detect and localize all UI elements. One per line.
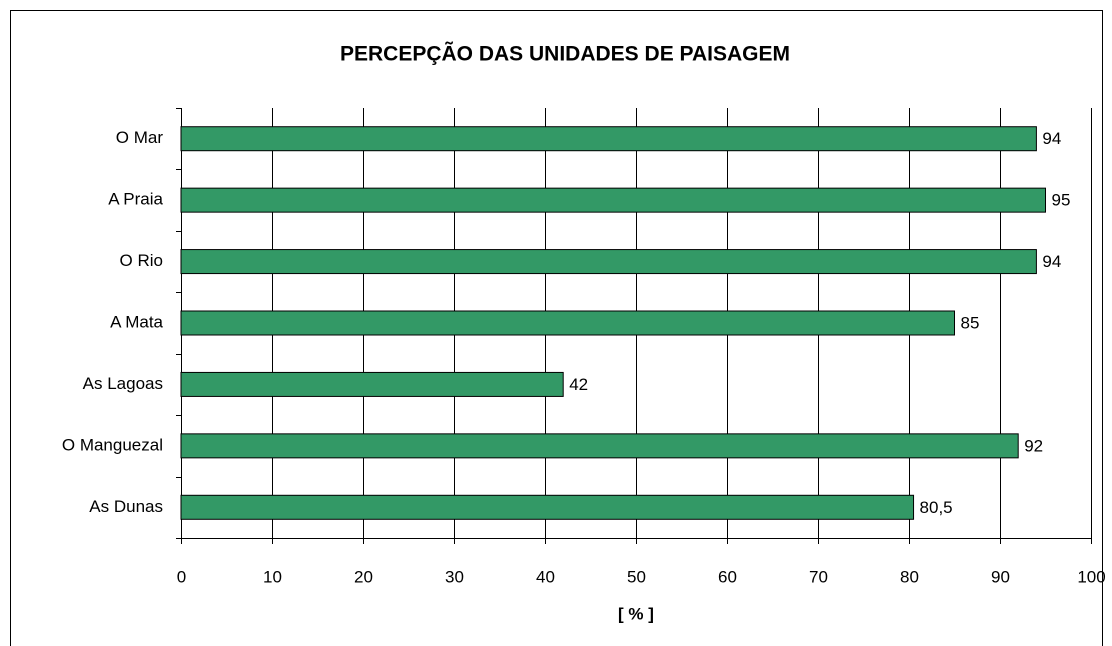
x-tick-label: 40 [536,567,555,586]
data-label: 85 [961,313,980,332]
data-label: 42 [569,375,588,394]
x-tick-label: 90 [991,567,1010,586]
y-tick-label: A Praia [108,190,163,209]
data-label: 80,5 [920,498,953,517]
x-tick-label: 0 [177,567,186,586]
y-tick-label: A Mata [110,312,163,331]
bar [180,494,915,520]
x-tick-label: 80 [900,567,919,586]
x-tick-label: 50 [627,567,646,586]
x-tick-label: 30 [445,567,464,586]
chart-title: PERCEPÇÃO DAS UNIDADES DE PAISAGEM [340,43,790,66]
bar [180,310,955,336]
x-tick-label: 100 [1077,567,1105,586]
y-tick-label: O Manguezal [62,435,163,454]
y-tick-label: As Lagoas [83,374,163,393]
bar [180,249,1037,275]
y-tick-label: As Dunas [89,497,163,516]
bar [180,371,564,397]
chart-border [10,10,1103,646]
x-tick-label: 10 [263,567,282,586]
data-label: 94 [1042,252,1061,271]
y-tick-label: O Rio [120,251,163,270]
x-tick-label: 20 [354,567,373,586]
bar [180,126,1037,152]
bar [180,433,1019,459]
y-tick-label: O Mar [116,128,164,147]
data-label: 95 [1052,191,1071,210]
x-axis-label: [ % ] [618,604,654,623]
data-label: 94 [1042,129,1061,148]
x-tick-label: 60 [718,567,737,586]
data-label: 92 [1024,436,1043,455]
x-tick-label: 70 [809,567,828,586]
bar [180,187,1046,213]
